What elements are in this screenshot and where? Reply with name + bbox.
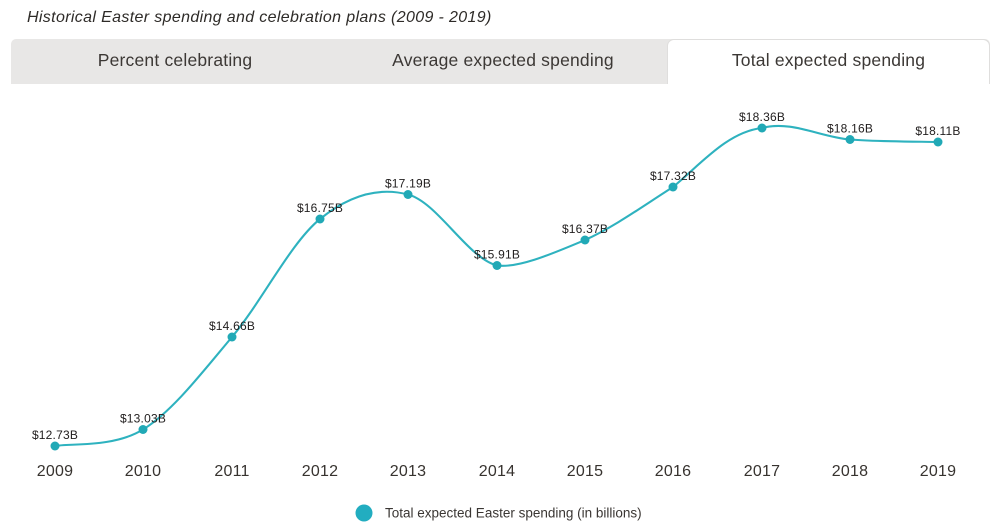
svg-text:2009: 2009 — [37, 463, 73, 480]
svg-text:2018: 2018 — [832, 463, 868, 480]
svg-text:$12.73B: $12.73B — [32, 428, 78, 442]
svg-text:2015: 2015 — [567, 463, 603, 480]
svg-text:2010: 2010 — [125, 463, 161, 480]
svg-text:$16.75B: $16.75B — [297, 201, 343, 215]
svg-text:$18.11B: $18.11B — [915, 124, 960, 138]
svg-text:2013: 2013 — [390, 463, 426, 480]
svg-text:2019: 2019 — [920, 463, 956, 480]
svg-text:$14.66B: $14.66B — [209, 319, 255, 333]
svg-text:$17.32B: $17.32B — [650, 169, 696, 183]
svg-text:$13.03B: $13.03B — [120, 412, 166, 426]
svg-text:2014: 2014 — [479, 463, 515, 480]
svg-text:$18.16B: $18.16B — [827, 122, 873, 136]
svg-text:$18.36B: $18.36B — [739, 110, 785, 124]
svg-text:$17.19B: $17.19B — [385, 177, 431, 191]
svg-text:$16.37B: $16.37B — [562, 222, 608, 236]
svg-text:2012: 2012 — [302, 463, 338, 480]
svg-text:$15.91B: $15.91B — [474, 248, 520, 262]
svg-text:Total expected Easter spending: Total expected Easter spending (in billi… — [385, 506, 642, 521]
svg-text:2016: 2016 — [655, 463, 691, 480]
svg-text:2011: 2011 — [214, 463, 249, 480]
svg-text:2017: 2017 — [744, 463, 780, 480]
